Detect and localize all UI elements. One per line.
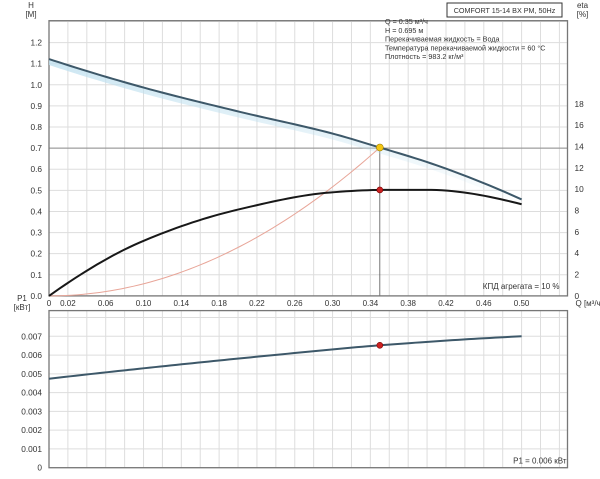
- svg-text:0.38: 0.38: [400, 299, 416, 308]
- svg-text:0.1: 0.1: [30, 270, 42, 280]
- svg-text:0.4: 0.4: [30, 206, 42, 216]
- svg-text:0.0: 0.0: [30, 291, 42, 301]
- svg-text:0.22: 0.22: [249, 299, 265, 308]
- svg-text:0.8: 0.8: [30, 122, 42, 132]
- svg-text:0.006: 0.006: [21, 350, 42, 360]
- svg-text:Q = 0.35 м³/ч: Q = 0.35 м³/ч: [385, 17, 428, 26]
- svg-text:0.10: 0.10: [136, 299, 152, 308]
- svg-text:Перекачиваемая жидкость = Вода: Перекачиваемая жидкость = Вода: [385, 35, 500, 44]
- svg-text:1.0: 1.0: [30, 80, 42, 90]
- svg-text:[кВт]: [кВт]: [14, 303, 31, 312]
- svg-text:H: H: [28, 1, 34, 10]
- svg-text:0.34: 0.34: [363, 299, 379, 308]
- svg-text:КПД агрегата = 10 %: КПД агрегата = 10 %: [483, 282, 560, 291]
- svg-text:18: 18: [575, 99, 585, 109]
- svg-text:0.9: 0.9: [30, 101, 42, 111]
- svg-text:14: 14: [575, 142, 585, 152]
- svg-text:1.2: 1.2: [30, 38, 42, 48]
- svg-text:4: 4: [575, 248, 580, 258]
- svg-text:[%]: [%]: [577, 10, 589, 19]
- svg-text:0.5: 0.5: [30, 185, 42, 195]
- svg-text:0.007: 0.007: [21, 331, 42, 341]
- svg-text:0: 0: [47, 299, 52, 308]
- svg-text:2: 2: [575, 270, 580, 280]
- svg-text:0.02: 0.02: [60, 299, 76, 308]
- svg-text:0.42: 0.42: [438, 299, 454, 308]
- svg-text:Температура перекачиваемой жид: Температура перекачиваемой жидкости = 60…: [385, 43, 545, 52]
- svg-text:0.2: 0.2: [30, 249, 42, 259]
- svg-text:8: 8: [575, 206, 580, 216]
- svg-text:0.004: 0.004: [21, 388, 42, 398]
- svg-text:0.002: 0.002: [21, 425, 42, 435]
- svg-text:Плотность = 983.2 кг/м³: Плотность = 983.2 кг/м³: [385, 52, 464, 61]
- svg-text:P1: P1: [17, 294, 27, 303]
- svg-text:0: 0: [37, 463, 42, 473]
- svg-text:0.6: 0.6: [30, 164, 42, 174]
- svg-text:6: 6: [575, 227, 580, 237]
- svg-text:0.50: 0.50: [514, 299, 530, 308]
- svg-text:[M]: [M]: [25, 10, 36, 19]
- svg-text:eta: eta: [577, 1, 589, 10]
- svg-text:16: 16: [575, 120, 585, 130]
- svg-text:0.46: 0.46: [476, 299, 492, 308]
- svg-text:0.06: 0.06: [98, 299, 114, 308]
- svg-text:0.001: 0.001: [21, 444, 42, 454]
- svg-text:0.3: 0.3: [30, 228, 42, 238]
- svg-text:P1 = 0.006 кВт: P1 = 0.006 кВт: [513, 457, 567, 466]
- svg-text:0.003: 0.003: [21, 406, 42, 416]
- svg-text:Q [м³/ч]: Q [м³/ч]: [576, 299, 600, 308]
- svg-text:COMFORT 15-14 BX PM, 50Hz: COMFORT 15-14 BX PM, 50Hz: [454, 6, 556, 15]
- svg-text:0.18: 0.18: [211, 299, 227, 308]
- svg-text:10: 10: [575, 184, 585, 194]
- svg-text:1.1: 1.1: [30, 59, 42, 69]
- svg-text:0.7: 0.7: [30, 143, 42, 153]
- svg-text:0.30: 0.30: [325, 299, 341, 308]
- svg-text:0.14: 0.14: [174, 299, 190, 308]
- svg-text:0.26: 0.26: [287, 299, 303, 308]
- svg-text:H = 0.695 м: H = 0.695 м: [385, 26, 423, 35]
- svg-text:0.005: 0.005: [21, 369, 42, 379]
- svg-text:12: 12: [575, 163, 585, 173]
